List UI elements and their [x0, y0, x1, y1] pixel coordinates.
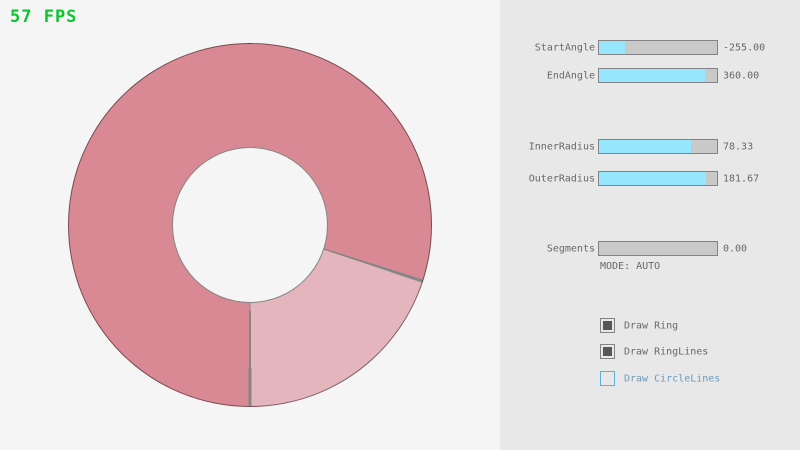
donut-ring: [68, 43, 432, 407]
mode-status-text: MODE: AUTO: [600, 261, 661, 272]
start-angle-label: StartAngle: [534, 42, 595, 53]
inner-radius-slider[interactable]: [598, 139, 718, 154]
end-angle-slider[interactable]: [598, 68, 718, 83]
start-angle-slider[interactable]: [598, 40, 718, 55]
slider-row-segments: Segments 0.00: [500, 241, 800, 256]
control-panel: StartAngle -255.00 EndAngle 360.00 Inner…: [500, 0, 800, 450]
draw-ring-label: Draw Ring: [624, 320, 679, 331]
slider-row-outer-radius: OuterRadius 181.67: [500, 171, 800, 186]
inner-radius-label: InnerRadius: [528, 141, 595, 152]
draw-ring-checkbox[interactable]: [600, 318, 615, 333]
inner-radius-value: 78.33: [723, 141, 754, 152]
donut-ring-hole: [172, 147, 328, 303]
segments-value: 0.00: [723, 243, 748, 254]
slider-fill: [599, 172, 707, 185]
slider-fill: [599, 69, 706, 82]
draw-ringlines-checkbox[interactable]: [600, 344, 615, 359]
slider-row-start-angle: StartAngle -255.00: [500, 40, 800, 55]
draw-circlelines-label: Draw CircleLines: [624, 373, 721, 384]
slider-row-inner-radius: InnerRadius 78.33: [500, 139, 800, 154]
slider-fill: [599, 41, 625, 54]
slider-row-end-angle: EndAngle 360.00: [500, 68, 800, 83]
segments-label: Segments: [546, 243, 595, 254]
slider-fill: [599, 140, 692, 153]
outer-radius-value: 181.67: [723, 173, 760, 184]
end-angle-value: 360.00: [723, 70, 760, 81]
outer-radius-slider[interactable]: [598, 171, 718, 186]
start-angle-value: -255.00: [723, 42, 766, 53]
end-angle-label: EndAngle: [546, 70, 595, 81]
draw-ringlines-label: Draw RingLines: [624, 346, 709, 357]
segments-slider[interactable]: [598, 241, 718, 256]
fps-counter: 57 FPS: [10, 7, 78, 27]
outer-radius-label: OuterRadius: [528, 173, 595, 184]
draw-circlelines-checkbox[interactable]: [600, 371, 615, 386]
